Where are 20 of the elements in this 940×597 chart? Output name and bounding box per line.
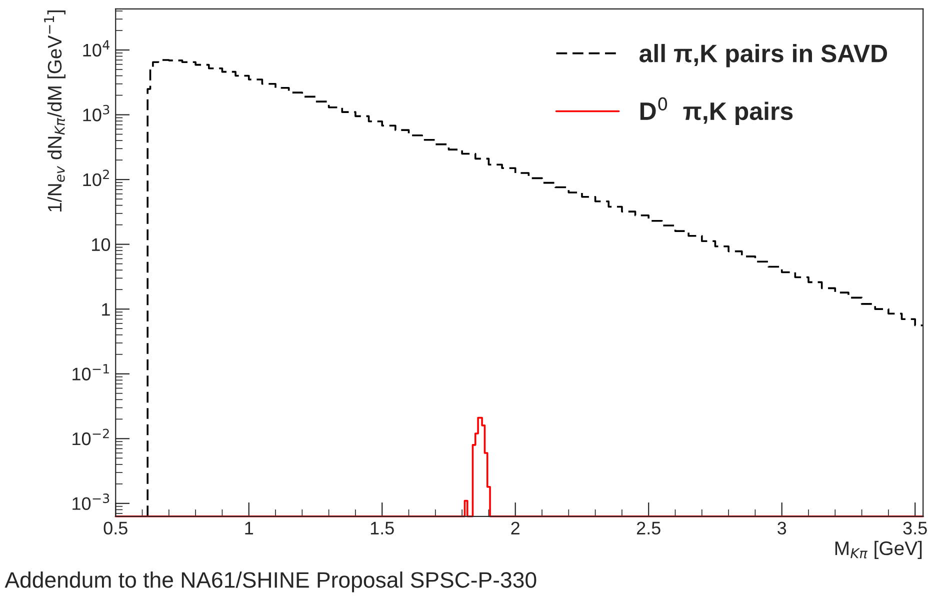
- x-tick-label: 1.5: [370, 522, 394, 535]
- y-tick-label: 10$^{4}$: [83, 40, 110, 57]
- legend-label: all π,K pairs in SAVD: [640, 44, 888, 68]
- y-tick-label: 1: [102, 303, 110, 316]
- x-tick-label: 2.5: [636, 522, 660, 535]
- x-tick-label: 2: [511, 522, 520, 534]
- x-tick-label: 1: [245, 522, 254, 534]
- y-tick-label: 10$^{−2}$: [72, 428, 109, 446]
- x-axis-title: M$_{Kπ}$ [GeV]: [835, 540, 922, 559]
- legend-label: D$^{0}$ π,K pairs: [640, 97, 793, 126]
- x-tick-label: 3: [778, 522, 786, 535]
- y-axis-title: 1/N$_{ev}$ dN$_{Kπ}$/dM [GeV$^{−1}$]: [44, 10, 66, 212]
- x-tick-label: 3.5: [903, 522, 927, 535]
- y-tick-label: 10: [92, 238, 110, 252]
- y-tick-label: 10$^{−1}$: [72, 364, 109, 380]
- text: Addendum to the NA61/SHINE Proposal SPSC-P-330: [4, 572, 536, 592]
- x-tick-label: 0.5: [104, 522, 128, 535]
- y-tick-label: 10$^{−3}$: [72, 494, 110, 510]
- y-tick-label: 10$^{3}$: [83, 104, 110, 122]
- y-tick-label: 10$^{2}$: [83, 170, 109, 186]
